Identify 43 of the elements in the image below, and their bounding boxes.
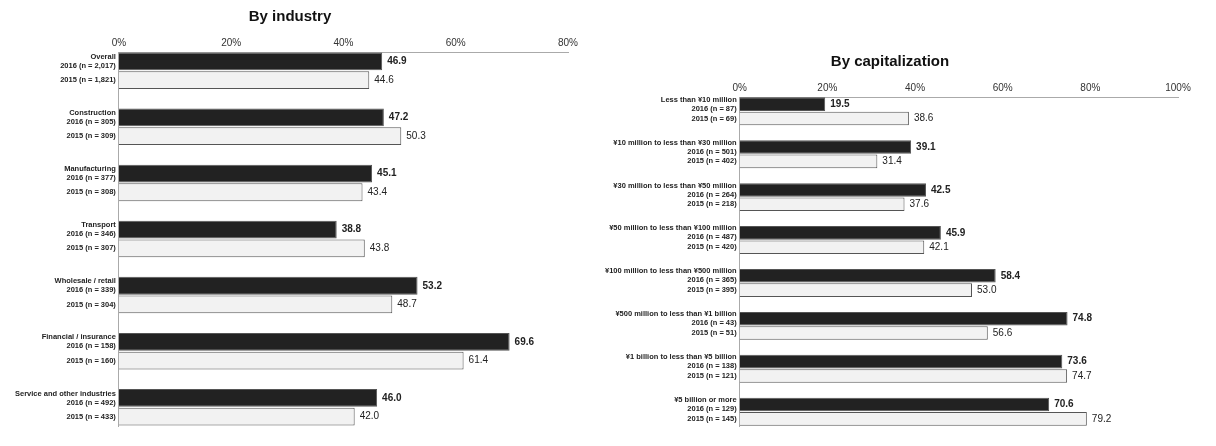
data-label: 45.9 [945,226,966,238]
data-label: 44.6 [374,73,395,85]
data-label: 79.2 [1091,412,1112,424]
chart-title: By industry [248,7,332,25]
data-label: 45.1 [377,167,397,179]
x-tick-label: 40% [333,36,354,48]
x-tick-label: 20% [817,81,838,93]
x-tick-label: 80% [557,36,579,48]
x-tick-label: 60% [445,36,466,48]
data-label: 53.2 [422,279,443,291]
data-label: 38.6 [913,112,934,124]
data-label: 69.6 [514,335,535,347]
data-label: 70.6 [1054,398,1075,410]
data-label: 46.0 [382,391,403,403]
data-label: 43.8 [369,242,390,254]
x-tick-label: 100% [1165,81,1191,93]
data-label: 50.3 [406,129,427,141]
data-label: 19.5 [830,97,851,109]
x-tick-label: 80% [1080,81,1101,93]
data-label: 53.0 [977,283,997,295]
data-label: 31.4 [882,155,903,167]
x-tick-label: 40% [905,81,926,93]
data-label: 42.0 [359,410,380,422]
data-label: 61.4 [468,354,489,366]
x-tick-label: 0% [111,36,127,48]
data-label: 43.4 [367,186,388,197]
data-label: 42.5 [930,183,951,195]
data-label: 58.4 [1000,269,1021,281]
data-label: 37.6 [909,198,930,210]
x-tick-label: 20% [221,36,242,48]
data-label: 38.8 [341,223,362,235]
data-label: 42.1 [929,240,950,252]
data-label: 73.6 [1067,355,1088,367]
data-label: 46.9 [387,55,408,67]
x-tick-label: 60% [992,81,1013,93]
x-tick-label: 0% [732,81,748,93]
data-label: 47.2 [388,111,409,123]
data-label: 74.7 [1072,369,1093,381]
chart-title: By capitalization [830,52,950,70]
data-label: 74.8 [1072,312,1093,324]
data-label: 56.6 [992,326,1013,338]
data-label: 48.7 [397,298,418,310]
data-label: 39.1 [916,140,936,152]
